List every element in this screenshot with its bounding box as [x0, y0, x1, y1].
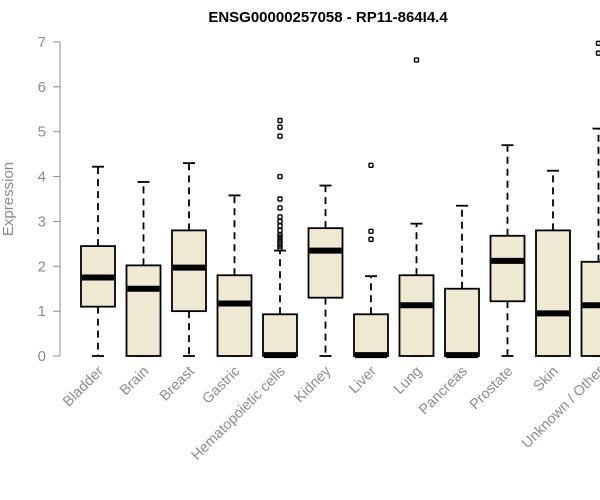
y-tick-label: 3: [38, 213, 46, 230]
box-iqr: [444, 287, 480, 357]
x-tick-label: Breast: [157, 364, 198, 405]
box-group: [262, 117, 298, 359]
box-iqr: [262, 313, 298, 357]
outlier-point: [277, 117, 283, 124]
box-group: [216, 194, 253, 357]
box-iqr: [307, 227, 344, 299]
outlier-point: [413, 57, 420, 63]
outlier-point: [368, 228, 374, 234]
box-group: [398, 57, 435, 357]
outlier-point: [277, 218, 283, 225]
box-group: [171, 162, 207, 357]
outlier-point: [277, 196, 283, 202]
box-group: [80, 165, 116, 357]
y-tick-label: 7: [38, 34, 46, 51]
x-tick-label: Brain: [117, 364, 152, 399]
outlier-point: [277, 223, 283, 229]
box-iqr: [535, 229, 571, 357]
outlier-point: [277, 227, 283, 234]
outlier-point: [277, 214, 283, 220]
y-axis-label: Expression: [0, 162, 17, 236]
box-iqr: [171, 229, 207, 313]
outlier-point: [277, 205, 283, 211]
y-axis: 0 1 2 3 4 5 6 7: [38, 34, 61, 365]
y-tick-label: 5: [38, 124, 46, 141]
chart-title: ENSG00000257058 - RP11-864I4.4: [208, 9, 448, 26]
x-tick-label: Gastric: [200, 364, 244, 408]
outlier-point: [595, 50, 600, 56]
box-group: [444, 204, 480, 359]
outlier-point: [368, 162, 374, 169]
box-group: [353, 162, 389, 359]
box-iqr: [489, 234, 526, 303]
boxes-group: [80, 40, 600, 359]
box-iqr: [216, 274, 253, 357]
y-tick-label: 2: [38, 258, 46, 275]
outlier-point: [368, 236, 374, 243]
box-group: [307, 184, 344, 357]
box-group: [489, 144, 526, 357]
x-tick-label: Bladder: [60, 363, 107, 410]
box-group: [535, 169, 571, 357]
y-tick-label: 1: [38, 303, 46, 320]
x-tick-label: Lung: [391, 364, 425, 398]
box-iqr: [398, 274, 435, 357]
box-group: [580, 40, 600, 357]
y-tick-label: 4: [38, 169, 46, 186]
x-tick-label: Pancreas: [416, 364, 471, 419]
box-iqr: [125, 264, 162, 357]
x-tick-label: Prostate: [467, 364, 516, 413]
outlier-point: [277, 133, 283, 139]
y-tick-label: 6: [38, 79, 46, 96]
x-tick-label: Skin: [531, 364, 562, 395]
outlier-point: [595, 40, 600, 47]
box-group: [125, 181, 162, 357]
box-iqr: [353, 313, 389, 357]
x-tick-label: Kidney: [292, 363, 335, 406]
outlier-point: [277, 124, 283, 130]
y-tick-label: 0: [38, 348, 46, 365]
outlier-point: [277, 173, 283, 180]
x-tick-label: Liver: [346, 363, 380, 397]
box-iqr: [580, 260, 600, 357]
